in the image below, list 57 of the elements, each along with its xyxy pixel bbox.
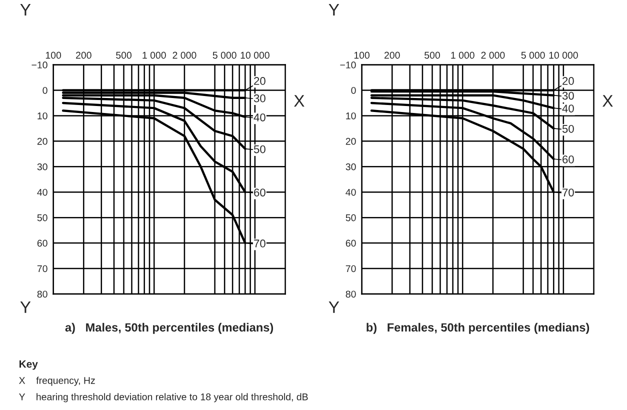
legend-label: 50 — [254, 145, 266, 154]
x-tick-label: 5 000 — [212, 52, 236, 59]
text: Key — [20, 360, 38, 370]
y-tick-label: 60 — [346, 240, 356, 247]
y-tick-label: 80 — [346, 290, 356, 298]
y-tick-label: −10 — [32, 62, 48, 68]
x-tick-label: 1 000 — [142, 52, 166, 59]
y-tick-label: 10 — [38, 112, 48, 120]
legend-label: 70 — [562, 188, 574, 196]
x-axis-title: X — [602, 95, 613, 107]
legend-label: 40 — [254, 113, 266, 122]
legend-label: 20 — [254, 77, 266, 85]
y-tick-label: 80 — [37, 290, 48, 298]
x-tick-label: 10 000 — [549, 52, 578, 59]
y-tick-label: 10 — [346, 112, 356, 120]
y-tick-label: −10 — [340, 62, 356, 68]
y-axis-title: Y — [20, 4, 31, 16]
x-tick-label: 100 — [354, 52, 370, 59]
legend-label: 20 — [562, 77, 574, 85]
x-tick-label: 10 000 — [240, 52, 270, 59]
text: Y — [328, 301, 340, 313]
x-tick-label: 500 — [116, 52, 132, 59]
y-tick-label: 20 — [346, 138, 356, 145]
x-tick-label: 2 000 — [172, 52, 196, 59]
y-tick-label: 40 — [37, 188, 48, 196]
y-tick-label: 60 — [37, 240, 48, 247]
x-tick-label: 100 — [46, 52, 62, 59]
text: X frequency, Hz — [19, 376, 95, 386]
text: Y — [20, 301, 31, 313]
y-tick-label: 70 — [346, 265, 356, 272]
legend-label: 40 — [562, 104, 574, 112]
legend-label: 70 — [254, 240, 266, 248]
x-tick-label: 1 000 — [451, 52, 474, 59]
legend-label: 50 — [562, 124, 574, 133]
legend-label: 30 — [254, 94, 266, 102]
y-tick-label: 0 — [351, 86, 356, 94]
x-tick-label: 200 — [384, 52, 400, 59]
y-tick-label: 0 — [42, 86, 48, 94]
text: a) Males, 50th percentiles (medians) — [65, 322, 274, 334]
y-tick-label: 30 — [346, 163, 356, 170]
legend-label: 60 — [562, 156, 574, 164]
x-tick-label: 500 — [424, 52, 440, 59]
y-tick-label: 50 — [37, 214, 48, 222]
legend-label: 60 — [254, 188, 266, 196]
y-tick-label: 30 — [37, 163, 48, 170]
text: Y hearing threshold deviation relative to 18 year old threshold, dB — [19, 393, 308, 402]
y-tick-label: 50 — [346, 214, 356, 222]
y-tick-label: 70 — [37, 265, 48, 272]
x-tick-label: 2 000 — [481, 52, 505, 59]
y-tick-label: 20 — [37, 138, 48, 145]
legend-label: 30 — [562, 92, 574, 100]
text: b) Females, 50th percentiles (medians) — [366, 322, 590, 334]
x-tick-label: 5 000 — [521, 52, 545, 59]
x-axis-title: X — [294, 95, 304, 107]
x-tick-label: 200 — [76, 52, 92, 59]
y-tick-label: 40 — [346, 188, 356, 196]
y-axis-title: Y — [328, 4, 340, 16]
